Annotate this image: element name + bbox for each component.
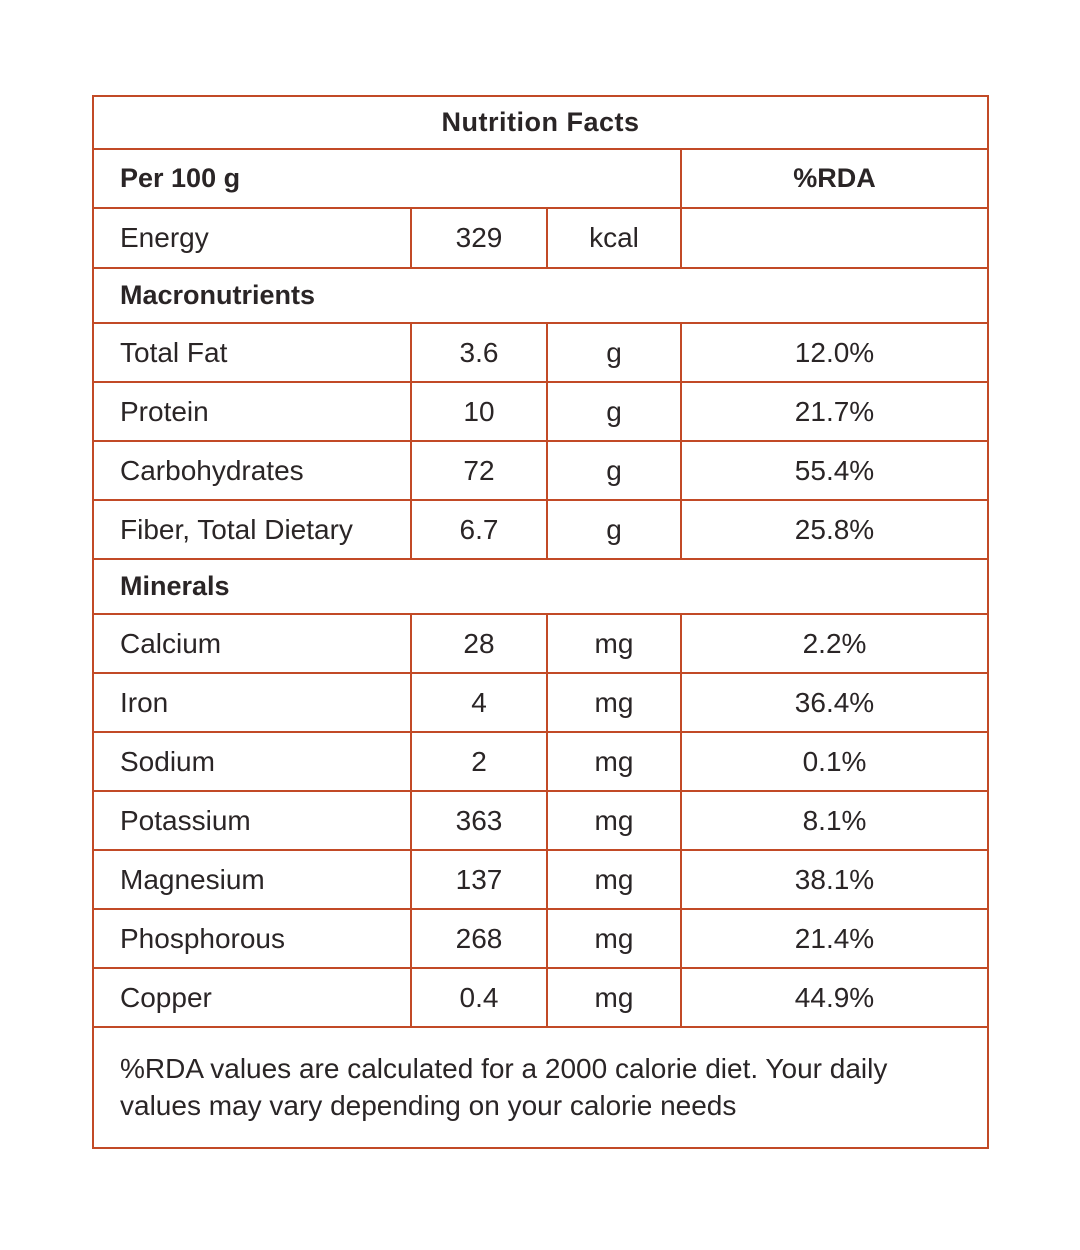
serving-size-label: Per 100 g	[92, 148, 682, 209]
nutrient-value: 10	[410, 381, 548, 442]
footnote-row: %RDA values are calculated for a 2000 ca…	[91, 1026, 990, 1149]
nutrient-value: 72	[410, 440, 548, 501]
nutrient-value: 268	[410, 908, 548, 969]
column-header-row: Per 100 g %RDA	[92, 148, 990, 209]
nutrient-unit: mg	[546, 731, 682, 792]
nutrient-name: Total Fat	[92, 322, 412, 383]
section-title: Minerals	[91, 558, 990, 615]
nutrient-unit: mg	[546, 967, 682, 1028]
nutrient-unit: mg	[546, 908, 682, 969]
nutrient-unit: mg	[546, 672, 682, 733]
table-row: Phosphorous 268 mg 21.4%	[92, 908, 990, 969]
nutrient-value: 28	[410, 613, 548, 674]
nutrient-name: Iron	[92, 672, 412, 733]
nutrient-value: 4	[410, 672, 548, 733]
nutrient-name: Sodium	[92, 731, 412, 792]
nutrient-rda: 21.4%	[679, 908, 990, 969]
nutrient-rda: 38.1%	[679, 849, 990, 910]
nutrient-unit: g	[546, 499, 682, 560]
nutrient-unit: g	[546, 440, 682, 501]
nutrient-rda: 2.2%	[679, 613, 990, 674]
nutrient-rda: 25.8%	[679, 499, 990, 560]
nutrient-name: Calcium	[92, 613, 412, 674]
nutrient-name: Fiber, Total Dietary	[92, 499, 412, 560]
nutrient-rda: 0.1%	[679, 731, 990, 792]
nutrient-value: 2	[410, 731, 548, 792]
nutrient-rda: 36.4%	[679, 672, 990, 733]
nutrient-rda: 44.9%	[679, 967, 990, 1028]
title-row: Nutrition Facts	[91, 95, 990, 150]
nutrient-name: Magnesium	[92, 849, 412, 910]
section-title: Macronutrients	[91, 267, 990, 324]
nutrient-value: 137	[410, 849, 548, 910]
nutrient-rda: 12.0%	[679, 322, 990, 383]
section-header-minerals: Minerals	[91, 558, 990, 615]
nutrient-rda: 8.1%	[679, 790, 990, 851]
table-row: Iron 4 mg 36.4%	[92, 672, 990, 733]
table-row-energy: Energy 329 kcal	[92, 207, 990, 269]
nutrient-name: Potassium	[92, 790, 412, 851]
nutrient-value: 3.6	[410, 322, 548, 383]
nutrient-unit: mg	[546, 790, 682, 851]
table-row: Fiber, Total Dietary 6.7 g 25.8%	[92, 499, 990, 560]
section-header-macronutrients: Macronutrients	[91, 267, 990, 324]
rda-column-header: %RDA	[679, 148, 990, 209]
nutrient-name: Energy	[92, 207, 412, 269]
nutrient-rda	[679, 207, 990, 269]
nutrient-value: 363	[410, 790, 548, 851]
table-row: Carbohydrates 72 g 55.4%	[92, 440, 990, 501]
nutrient-name: Carbohydrates	[92, 440, 412, 501]
table-row: Potassium 363 mg 8.1%	[92, 790, 990, 851]
nutrient-unit: g	[546, 381, 682, 442]
table-row: Calcium 28 mg 2.2%	[92, 613, 990, 674]
nutrient-name: Copper	[92, 967, 412, 1028]
table-row: Copper 0.4 mg 44.9%	[92, 967, 990, 1028]
nutrient-name: Phosphorous	[92, 908, 412, 969]
table-row: Sodium 2 mg 0.1%	[92, 731, 990, 792]
nutrient-name: Protein	[92, 381, 412, 442]
table-row: Magnesium 137 mg 38.1%	[92, 849, 990, 910]
nutrient-unit: kcal	[546, 207, 682, 269]
nutrient-value: 6.7	[410, 499, 548, 560]
page-title: Nutrition Facts	[91, 95, 990, 150]
nutrient-value: 329	[410, 207, 548, 269]
nutrition-facts-table: Nutrition Facts Per 100 g %RDA Energy 32…	[91, 95, 990, 1149]
nutrient-unit: g	[546, 322, 682, 383]
nutrient-value: 0.4	[410, 967, 548, 1028]
table-row: Total Fat 3.6 g 12.0%	[92, 322, 990, 383]
table-row: Protein 10 g 21.7%	[92, 381, 990, 442]
nutrient-rda: 21.7%	[679, 381, 990, 442]
nutrient-rda: 55.4%	[679, 440, 990, 501]
nutrient-unit: mg	[546, 613, 682, 674]
rda-disclaimer: %RDA values are calculated for a 2000 ca…	[91, 1026, 990, 1149]
nutrient-unit: mg	[546, 849, 682, 910]
